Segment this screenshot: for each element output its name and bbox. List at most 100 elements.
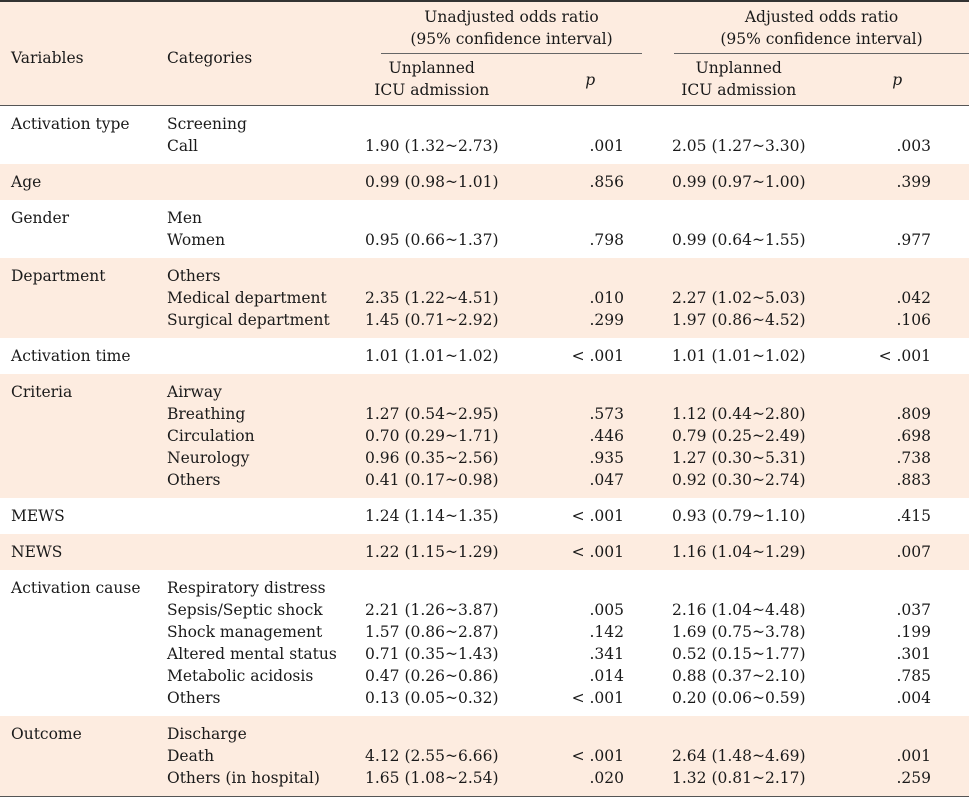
adjusted-or-cell: 1.01 (1.01~1.02) xyxy=(662,338,816,374)
header-row-1: Variables Categories Unadjusted odds rat… xyxy=(0,1,969,54)
category-cell: Others (in hospital) xyxy=(157,767,355,797)
unadjusted-or-cell: 0.70 (0.29~1.71) xyxy=(355,425,509,447)
category-cell: Screening xyxy=(157,106,355,135)
unadjusted-or-cell xyxy=(355,716,509,745)
adjusted-p-cell xyxy=(816,106,969,135)
unadjusted-or-cell: 4.12 (2.55~6.66) xyxy=(355,745,509,767)
adjusted-or-cell: 0.92 (0.30~2.74) xyxy=(662,469,816,498)
unadjusted-p-header: p xyxy=(509,54,663,106)
adjusted-p-cell: .738 xyxy=(816,447,969,469)
adjusted-p-cell: .106 xyxy=(816,309,969,338)
category-cell: Others xyxy=(157,469,355,498)
unadjusted-or-cell: 1.01 (1.01~1.02) xyxy=(355,338,509,374)
variable-cell xyxy=(0,447,157,469)
unadjusted-p-cell: < .001 xyxy=(509,498,663,534)
category-cell: Respiratory distress xyxy=(157,570,355,599)
adjusted-or-cell: 2.16 (1.04~4.48) xyxy=(662,599,816,621)
adjusted-p-cell: .003 xyxy=(816,135,969,164)
unadjusted-or-cell: 1.24 (1.14~1.35) xyxy=(355,498,509,534)
adjusted-p-cell: .977 xyxy=(816,229,969,258)
adjusted-p-cell xyxy=(816,570,969,599)
adjusted-or-cell xyxy=(662,374,816,403)
adjusted-or-cell: 1.12 (0.44~2.80) xyxy=(662,403,816,425)
adjusted-or-cell: 1.97 (0.86~4.52) xyxy=(662,309,816,338)
categories-header: Categories xyxy=(157,1,355,106)
variable-cell: Age xyxy=(0,164,157,200)
category-cell: Metabolic acidosis xyxy=(157,665,355,687)
adjusted-p-cell xyxy=(816,200,969,229)
adjusted-or-cell xyxy=(662,106,816,135)
variable-cell xyxy=(0,425,157,447)
variable-cell xyxy=(0,469,157,498)
adjusted-or-cell: 0.88 (0.37~2.10) xyxy=(662,665,816,687)
adjusted-p-cell: .001 xyxy=(816,745,969,767)
variable-cell xyxy=(0,687,157,716)
adjusted-or-cell: 0.52 (0.15~1.77) xyxy=(662,643,816,665)
adjusted-p-cell: .042 xyxy=(816,287,969,309)
category-cell: Medical department xyxy=(157,287,355,309)
unadjusted-header: Unadjusted odds ratio (95% confidence in… xyxy=(355,1,662,54)
category-cell: Women xyxy=(157,229,355,258)
adjusted-or-cell: 0.20 (0.06~0.59) xyxy=(662,687,816,716)
adjusted-p-cell: .259 xyxy=(816,767,969,797)
adjusted-or-cell: 0.99 (0.64~1.55) xyxy=(662,229,816,258)
unplanned-label: Unplanned xyxy=(672,57,806,79)
variable-cell xyxy=(0,229,157,258)
adjusted-p-cell: .415 xyxy=(816,498,969,534)
variable-cell: Outcome xyxy=(0,716,157,745)
category-cell: Men xyxy=(157,200,355,229)
adjusted-or-cell xyxy=(662,200,816,229)
variable-cell: Gender xyxy=(0,200,157,229)
adjusted-or-cell xyxy=(662,258,816,287)
variable-cell xyxy=(0,135,157,164)
unadjusted-p-cell: .010 xyxy=(509,287,663,309)
unadjusted-p-cell: .341 xyxy=(509,643,663,665)
variable-cell xyxy=(0,665,157,687)
unadjusted-or-cell: 1.27 (0.54~2.95) xyxy=(355,403,509,425)
unadjusted-unplanned-header: Unplanned ICU admission xyxy=(355,54,509,106)
adjusted-or-cell: 2.05 (1.27~3.30) xyxy=(662,135,816,164)
unadjusted-p-cell: .020 xyxy=(509,767,663,797)
variable-cell xyxy=(0,621,157,643)
category-cell: Sepsis/Septic shock xyxy=(157,599,355,621)
category-cell: Death xyxy=(157,745,355,767)
category-cell: Surgical department xyxy=(157,309,355,338)
unadjusted-p-cell: .573 xyxy=(509,403,663,425)
variable-cell: NEWS xyxy=(0,534,157,570)
variable-cell: Activation cause xyxy=(0,570,157,599)
variable-cell: Activation time xyxy=(0,338,157,374)
unadjusted-p-cell: < .001 xyxy=(509,338,663,374)
adjusted-or-cell: 1.69 (0.75~3.78) xyxy=(662,621,816,643)
adjusted-p-cell xyxy=(816,716,969,745)
unadjusted-or-cell: 2.35 (1.22~4.51) xyxy=(355,287,509,309)
adjusted-p-cell: .698 xyxy=(816,425,969,447)
adjusted-or-cell: 2.27 (1.02~5.03) xyxy=(662,287,816,309)
adjusted-header: Adjusted odds ratio (95% confidence inte… xyxy=(662,1,969,54)
unadjusted-or-cell: 0.47 (0.26~0.86) xyxy=(355,665,509,687)
variables-header: Variables xyxy=(0,1,157,106)
adjusted-p-cell: .004 xyxy=(816,687,969,716)
unadjusted-p-cell: .142 xyxy=(509,621,663,643)
category-cell: Others xyxy=(157,687,355,716)
unadjusted-or-cell: 1.57 (0.86~2.87) xyxy=(355,621,509,643)
category-cell: Breathing xyxy=(157,403,355,425)
adjusted-p-cell: .037 xyxy=(816,599,969,621)
category-cell xyxy=(157,534,355,570)
unadjusted-p-cell: < .001 xyxy=(509,534,663,570)
unadjusted-or-cell xyxy=(355,200,509,229)
adjusted-p-cell xyxy=(816,374,969,403)
